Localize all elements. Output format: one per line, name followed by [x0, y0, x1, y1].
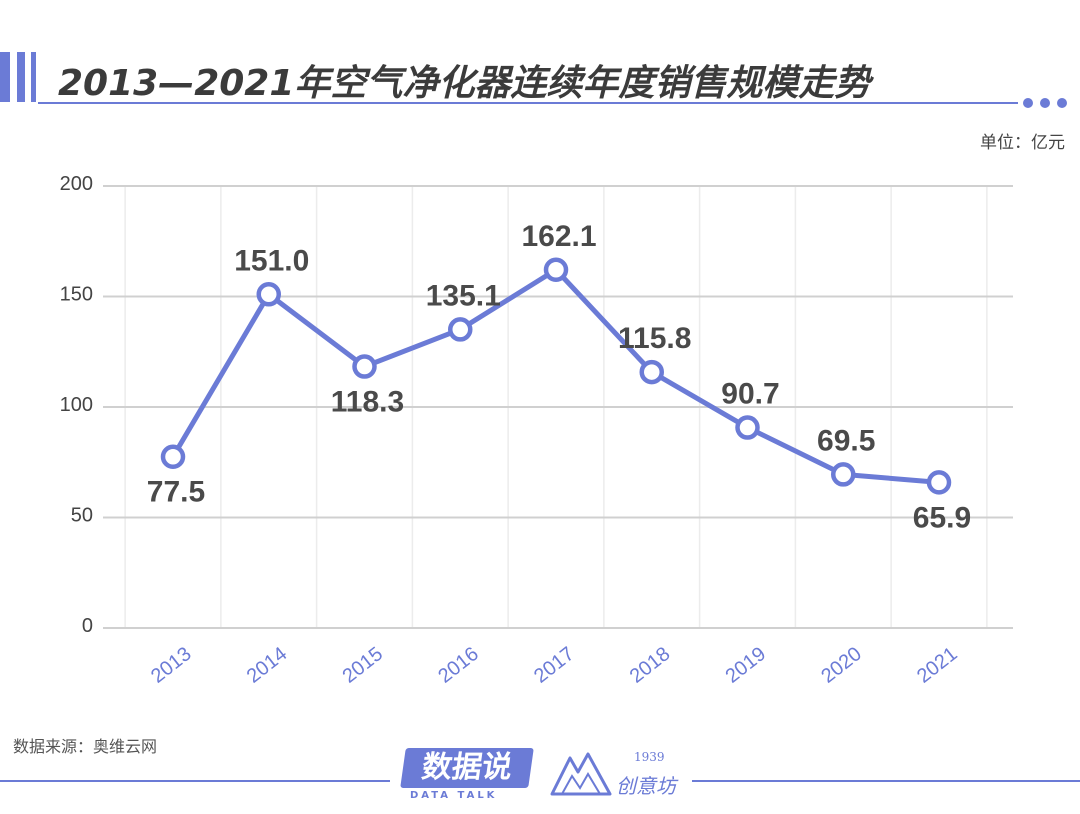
- x-tick-label: 2014: [243, 643, 292, 688]
- brand-name: 创意坊: [616, 774, 676, 798]
- data-source: 数据来源：奥维云网: [13, 737, 158, 756]
- title-accent-bar: [0, 52, 10, 102]
- data-point: [831, 462, 856, 487]
- y-tick-label: 0: [82, 615, 93, 637]
- data-label: 151.0: [234, 244, 309, 277]
- x-tick-label: 2020: [817, 643, 866, 688]
- x-tick-label: 2019: [722, 643, 771, 688]
- brand-logo-datatalk: 数据说: [400, 748, 534, 788]
- x-tick-label: 2021: [913, 643, 962, 688]
- brand-year: 1939: [634, 750, 665, 764]
- x-tick-label: 2017: [530, 643, 579, 688]
- decor-dot: [1023, 98, 1033, 108]
- data-label: 77.5: [147, 476, 205, 509]
- data-point: [352, 354, 377, 379]
- data-label: 69.5: [817, 424, 875, 457]
- data-point: [543, 257, 569, 283]
- mountain-logo-icon: [550, 752, 612, 796]
- brand-logo-subtitle: DATA TALK: [410, 790, 498, 801]
- x-tick-label: 2018: [626, 643, 675, 688]
- data-point: [256, 282, 281, 307]
- x-tick-label: 2015: [339, 643, 388, 688]
- x-tick-label: 2013: [147, 643, 196, 688]
- y-tick-label: 100: [60, 394, 93, 416]
- data-point: [926, 470, 952, 495]
- data-label: 118.3: [331, 386, 404, 419]
- y-tick-label: 50: [71, 505, 93, 527]
- data-label: 162.1: [521, 220, 596, 253]
- title-accent-bar: [31, 52, 36, 102]
- chart-title: 2013—2021年空气净化器连续年度销售规模走势: [58, 63, 871, 104]
- footer-rule: [692, 780, 1080, 782]
- decor-dot: [1057, 98, 1067, 108]
- title-underline: [38, 102, 1018, 104]
- x-tick-label: 2016: [434, 643, 483, 688]
- data-point: [160, 444, 186, 469]
- data-label: 115.8: [618, 322, 691, 355]
- data-label: 135.1: [426, 279, 501, 312]
- data-point: [735, 415, 760, 440]
- data-label: 90.7: [721, 378, 779, 411]
- data-label: 65.9: [913, 501, 971, 534]
- y-tick-label: 200: [60, 173, 93, 195]
- decor-dot: [1040, 98, 1050, 108]
- data-point: [639, 359, 664, 385]
- unit-label: 单位：亿元: [980, 133, 1065, 153]
- title-accent-bar: [17, 52, 25, 102]
- footer-rule: [0, 780, 390, 782]
- y-tick-label: 150: [60, 284, 93, 306]
- data-point: [448, 317, 473, 342]
